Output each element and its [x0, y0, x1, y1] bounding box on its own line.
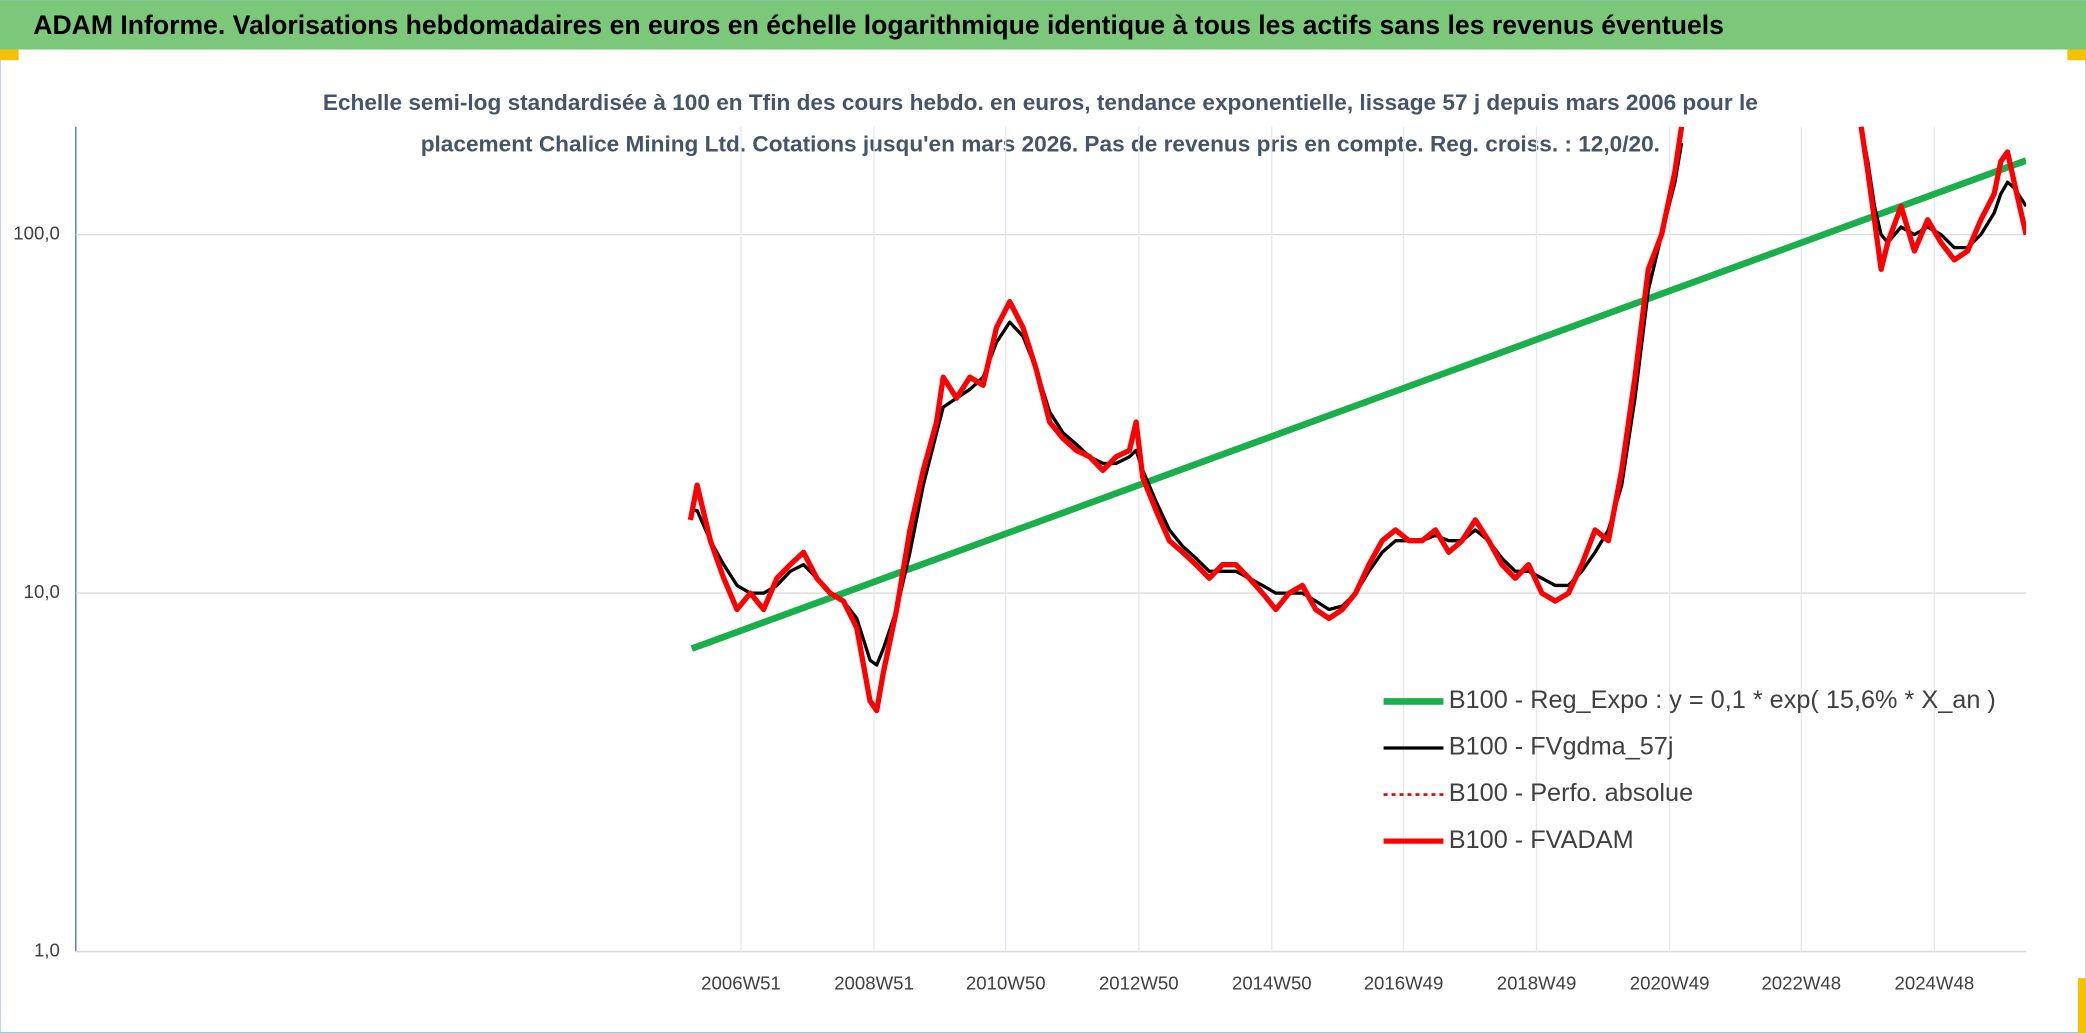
x-tick-label: 2008W51	[834, 973, 914, 994]
corner	[2078, 978, 2086, 1033]
y-tick-label: 1,0	[34, 939, 60, 960]
x-tick-label: 2014W50	[1232, 973, 1312, 994]
subtitle: Echelle semi-log standardisée à 100 en T…	[323, 90, 1758, 115]
chart-title: ADAM Informe. Valorisations hebdomadaire…	[33, 10, 1724, 40]
subtitle: placement Chalice Mining Ltd. Cotations …	[421, 131, 1660, 156]
series-line	[690, 126, 2027, 667]
header-bar	[0, 0, 2086, 50]
series-line	[690, 157, 2027, 652]
corner	[0, 49, 19, 61]
series-line	[687, 126, 2027, 714]
legend-label: B100 - Reg_Expo : y = 0,1 * exp( 15,6% *…	[1449, 686, 1996, 714]
x-tick-label: 2022W48	[1761, 973, 1841, 994]
legend-label: B100 - FVgdma_57j	[1449, 733, 1674, 761]
legend-label: B100 - Perfo. absolue	[1449, 779, 1693, 807]
corner	[2067, 49, 2086, 61]
x-tick-label: 2006W51	[701, 973, 781, 994]
y-tick-label: 100,0	[13, 223, 60, 244]
y-tick-label: 10,0	[24, 581, 60, 602]
x-tick-label: 2010W50	[966, 973, 1046, 994]
x-tick-label: 2016W49	[1364, 973, 1444, 994]
x-tick-label: 2020W49	[1630, 973, 1710, 994]
x-tick-label: 2018W49	[1497, 973, 1577, 994]
x-tick-label: 2012W50	[1099, 973, 1179, 994]
legend-label: B100 - FVADAM	[1449, 826, 1634, 854]
x-tick-label: 2024W48	[1895, 973, 1975, 994]
